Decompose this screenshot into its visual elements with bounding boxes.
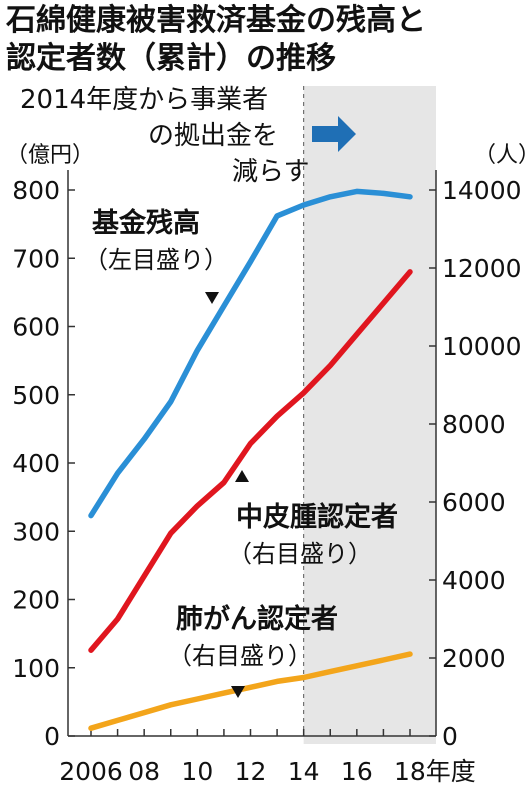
policy-note-line-1: 2014年度から事業者 bbox=[20, 85, 268, 115]
y-left-tick-label: 0 bbox=[44, 722, 60, 751]
lung-cancer-series-label: 肺がん認定者 bbox=[176, 603, 338, 635]
y-left-tick-label: 500 bbox=[12, 381, 60, 410]
pointer-arrow-icon bbox=[231, 686, 245, 698]
pointer-arrow-icon bbox=[205, 292, 219, 304]
fund-series-label: 基金残高 bbox=[92, 207, 200, 239]
y-left-tick-label: 300 bbox=[12, 517, 60, 546]
mesothelioma-series-label-scale: （右目盛り） bbox=[228, 540, 372, 568]
y-right-tick-label: 6000 bbox=[442, 488, 506, 517]
y-left-unit-label: （億円） bbox=[6, 143, 94, 168]
right-arrow-icon bbox=[312, 116, 356, 152]
y-left-tick-label: 700 bbox=[12, 244, 60, 273]
y-right-tick-label: 0 bbox=[442, 722, 458, 751]
x-tick-label: 08 bbox=[128, 757, 160, 786]
y-right-tick-label: 4000 bbox=[442, 566, 506, 595]
chart-title-line-1: 石綿健康被害救済基金の残高と bbox=[6, 3, 426, 38]
lung-cancer-series-label-scale: （右目盛り） bbox=[168, 642, 312, 670]
pointer-arrow-icon bbox=[235, 470, 249, 482]
y-left-tick-label: 200 bbox=[12, 586, 60, 615]
mesothelioma-line bbox=[88, 269, 413, 653]
y-right-tick-label: 14000 bbox=[442, 176, 522, 205]
y-right-tick-label: 8000 bbox=[442, 410, 506, 439]
lung-cancer-line bbox=[88, 651, 413, 731]
y-left-tick-label: 400 bbox=[12, 449, 60, 478]
x-tick-label: 14 bbox=[288, 757, 320, 786]
fund-series-label-scale: （左目盛り） bbox=[84, 246, 228, 274]
chart-title-line-2: 認定者数（累計）の推移 bbox=[6, 41, 336, 76]
y-left-tick-label: 100 bbox=[12, 654, 60, 683]
y-right-tick-label: 2000 bbox=[442, 644, 506, 673]
x-tick-label: 18年度 bbox=[394, 757, 476, 786]
mesothelioma-series-label: 中皮腫認定者 bbox=[236, 501, 398, 533]
chart-title: 石綿健康被害救済基金の残高と 認定者数（累計）の推移 bbox=[6, 2, 526, 78]
y-left-tick-label: 600 bbox=[12, 313, 60, 342]
y-left-tick-label: 800 bbox=[12, 176, 60, 205]
y-right-tick-label: 12000 bbox=[442, 254, 522, 283]
x-tick-label: 2006 bbox=[59, 757, 123, 786]
x-tick-label: 16 bbox=[341, 757, 373, 786]
policy-note-line-2: の拠出金を bbox=[148, 121, 278, 151]
shaded-region bbox=[303, 86, 436, 744]
fund-line bbox=[88, 188, 413, 519]
policy-note-line-3: 減らす bbox=[232, 157, 309, 187]
x-tick-label: 10 bbox=[181, 757, 213, 786]
y-right-tick-label: 10000 bbox=[442, 332, 522, 361]
x-tick-label: 12 bbox=[235, 757, 267, 786]
y-right-unit-label: （人） bbox=[474, 143, 532, 168]
